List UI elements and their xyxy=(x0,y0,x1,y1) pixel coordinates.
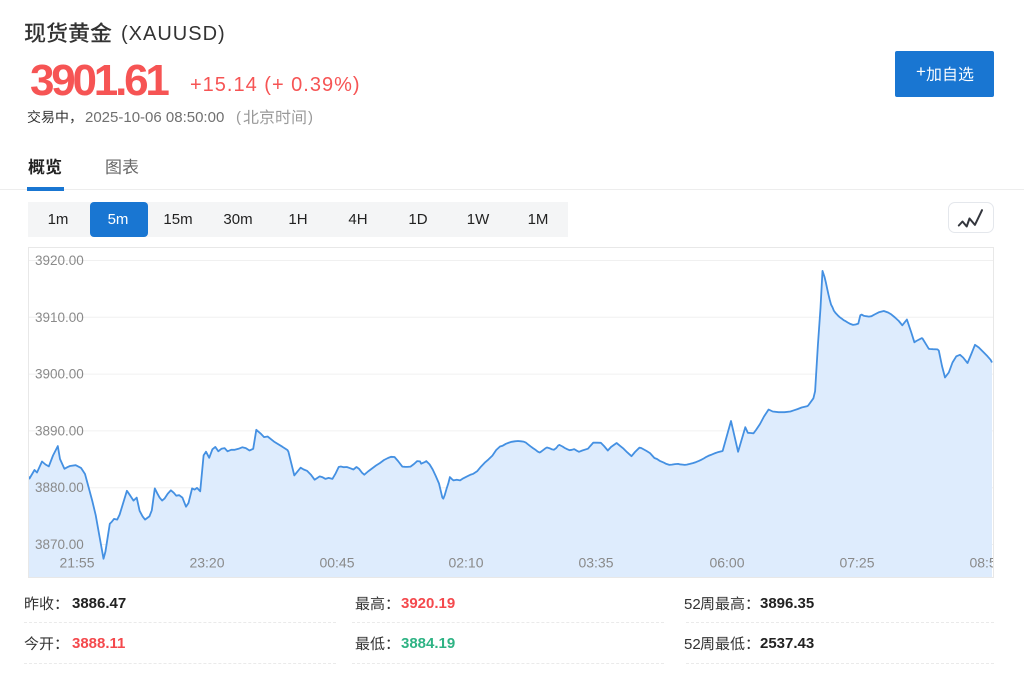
svg-text:3880.00: 3880.00 xyxy=(35,480,84,495)
svg-text:3920.00: 3920.00 xyxy=(35,253,84,268)
svg-text:3890.00: 3890.00 xyxy=(35,423,84,438)
svg-text:3910.00: 3910.00 xyxy=(35,310,84,325)
svg-text:02:10: 02:10 xyxy=(448,555,483,571)
svg-text:21:55: 21:55 xyxy=(59,555,94,571)
svg-text:07:25: 07:25 xyxy=(839,555,874,571)
svg-text:06:00: 06:00 xyxy=(709,555,744,571)
svg-text:3870.00: 3870.00 xyxy=(35,537,84,552)
svg-text:00:45: 00:45 xyxy=(319,555,354,571)
svg-text:23:20: 23:20 xyxy=(189,555,224,571)
svg-text:03:35: 03:35 xyxy=(578,555,613,571)
svg-text:08:50: 08:50 xyxy=(969,555,994,571)
svg-text:3900.00: 3900.00 xyxy=(35,367,84,382)
